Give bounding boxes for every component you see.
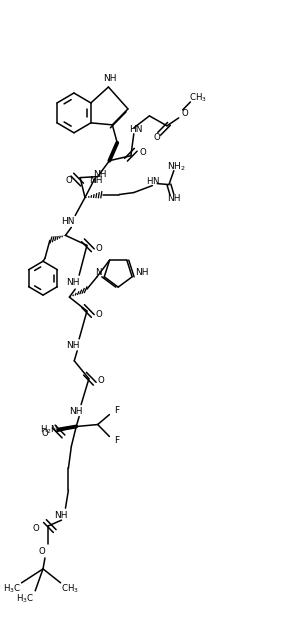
Text: CH$_3$: CH$_3$ [189, 91, 207, 104]
Text: O: O [97, 376, 104, 385]
Text: N: N [152, 177, 158, 186]
Text: F: F [114, 406, 119, 415]
Text: NH: NH [93, 170, 106, 179]
Text: HN: HN [61, 217, 74, 226]
Text: H$_2$N: H$_2$N [40, 424, 58, 436]
Text: NH: NH [69, 407, 83, 416]
Text: NH: NH [135, 269, 149, 277]
Text: NH: NH [89, 176, 102, 185]
Text: O: O [65, 176, 72, 185]
Text: N: N [95, 269, 102, 277]
Text: NH: NH [103, 74, 116, 83]
Text: CH$_3$: CH$_3$ [61, 582, 79, 595]
Text: O: O [154, 133, 160, 142]
Text: O: O [33, 524, 40, 533]
Text: HN: HN [129, 125, 142, 135]
Text: NH: NH [54, 511, 67, 519]
Text: O: O [139, 148, 146, 157]
Text: NH: NH [67, 277, 80, 286]
Text: NH$_2$: NH$_2$ [168, 161, 186, 173]
Text: O: O [181, 109, 188, 118]
Text: O: O [95, 309, 102, 319]
Text: H$_3$C: H$_3$C [16, 592, 35, 605]
Text: F: F [114, 436, 119, 445]
Text: O: O [39, 547, 45, 556]
Text: H$_3$C: H$_3$C [3, 582, 21, 595]
Text: NH: NH [167, 194, 181, 203]
Text: NH: NH [67, 342, 80, 351]
Text: O: O [42, 429, 48, 438]
Text: O: O [95, 244, 102, 253]
Text: H: H [146, 177, 153, 186]
